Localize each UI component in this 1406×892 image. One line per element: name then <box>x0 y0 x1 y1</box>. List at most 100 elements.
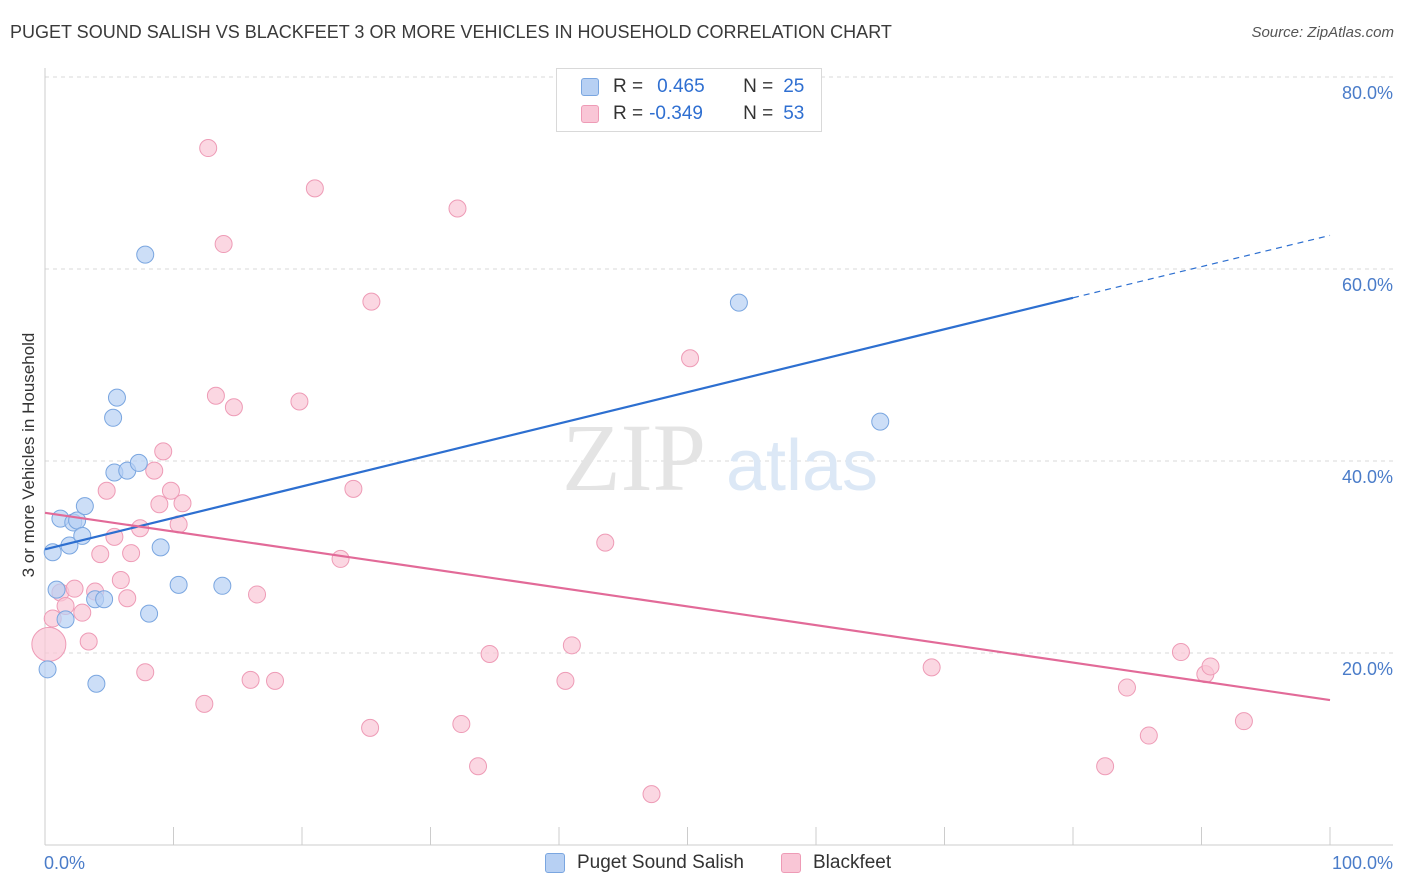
data-point-puget <box>56 610 75 629</box>
data-point-blackfeet <box>31 626 67 662</box>
data-point-blackfeet <box>1096 757 1115 776</box>
legend-n-label: N = <box>743 76 774 97</box>
correlation-legend: R = 0.465 N = 25 R = -0.349 N = 53 <box>556 68 822 132</box>
data-point-puget <box>75 497 94 516</box>
data-point-blackfeet <box>173 494 192 513</box>
watermark-zip: ZIP <box>562 404 706 511</box>
data-point-puget <box>38 660 57 679</box>
legend-swatch-blackfeet <box>581 105 599 123</box>
data-point-puget <box>107 388 126 407</box>
data-point-blackfeet <box>681 349 700 368</box>
legend-n-value: 53 <box>783 103 805 124</box>
data-point-blackfeet <box>362 292 381 311</box>
data-point-blackfeet <box>206 386 225 405</box>
data-point-blackfeet <box>922 658 941 677</box>
data-point-blackfeet <box>1139 726 1158 745</box>
data-point-blackfeet <box>562 636 581 655</box>
chart-title: PUGET SOUND SALISH VS BLACKFEET 3 OR MOR… <box>10 22 892 42</box>
data-point-blackfeet <box>344 479 363 498</box>
trend-line-puget-extension <box>1072 234 1331 299</box>
data-point-puget <box>871 412 890 431</box>
data-point-blackfeet <box>452 715 471 734</box>
trend-line-puget <box>44 296 1074 551</box>
x-tick-label: 100.0% <box>1332 853 1393 873</box>
data-point-blackfeet <box>266 671 285 690</box>
data-point-blackfeet <box>642 785 661 804</box>
gridlines <box>45 76 1393 654</box>
data-point-blackfeet <box>97 481 116 500</box>
legend-swatch-puget <box>581 78 599 96</box>
data-point-blackfeet <box>122 544 141 563</box>
legend-n-label: N = <box>743 103 774 124</box>
legend-r-value: -0.349 <box>649 103 703 124</box>
x-tick-label: 0.0% <box>44 853 85 873</box>
axes <box>44 68 1393 846</box>
data-point-blackfeet <box>248 585 267 604</box>
legend-row-blackfeet: R = -0.349 N = 53 <box>581 102 804 126</box>
data-point-blackfeet <box>150 495 169 514</box>
data-point-puget <box>169 575 188 594</box>
tick-labels: 20.0% 40.0% 60.0% 80.0% 0.0% 100.0% <box>44 83 1393 873</box>
data-point-blackfeet <box>73 603 92 622</box>
legend-item-blackfeet[interactable]: Blackfeet <box>781 852 891 874</box>
data-point-puget <box>95 590 114 609</box>
y-tick-label: 20.0% <box>1342 659 1393 679</box>
legend-r-label: R = <box>613 103 644 124</box>
legend-label-puget: Puget Sound Salish <box>577 852 744 873</box>
legend-r-value: 0.465 <box>657 76 705 97</box>
data-point-blackfeet <box>224 398 243 417</box>
y-tick-label: 80.0% <box>1342 83 1393 103</box>
data-point-puget <box>129 453 148 472</box>
data-point-blackfeet <box>290 392 309 411</box>
data-point-blackfeet <box>65 579 84 598</box>
data-point-blackfeet <box>118 589 137 608</box>
data-point-puget <box>47 580 66 599</box>
series-blackfeet-points <box>31 139 1253 804</box>
data-point-blackfeet <box>469 757 488 776</box>
data-point-blackfeet <box>214 235 233 254</box>
y-tick-label: 40.0% <box>1342 467 1393 487</box>
data-point-puget <box>729 293 748 312</box>
data-point-blackfeet <box>596 533 615 552</box>
data-point-blackfeet <box>195 694 214 713</box>
data-point-puget <box>140 604 159 623</box>
data-point-puget <box>104 408 123 427</box>
data-point-blackfeet <box>154 442 173 461</box>
data-point-blackfeet <box>161 481 180 500</box>
data-point-blackfeet <box>305 179 324 198</box>
legend-row-puget: R = 0.465 N = 25 <box>581 75 804 99</box>
series-puget-points <box>38 245 890 693</box>
data-point-puget <box>213 576 232 595</box>
trend-lines <box>44 234 1331 702</box>
y-tick-label: 60.0% <box>1342 275 1393 295</box>
data-point-blackfeet <box>1117 678 1136 697</box>
data-point-puget <box>87 674 106 693</box>
source-label: Source: ZipAtlas.com <box>1251 24 1394 41</box>
trend-line-blackfeet <box>44 511 1331 702</box>
data-point-blackfeet <box>556 671 575 690</box>
y-axis-label: 3 or more Vehicles in Household <box>19 333 38 578</box>
data-point-blackfeet <box>1171 643 1190 662</box>
data-point-blackfeet <box>91 545 110 564</box>
data-point-puget <box>136 245 155 264</box>
legend-r-label: R = <box>613 76 644 97</box>
data-point-blackfeet <box>199 139 218 158</box>
watermark-atlas: atlas <box>726 426 878 506</box>
series-legend: Puget Sound Salish Blackfeet <box>0 852 1406 878</box>
legend-item-puget[interactable]: Puget Sound Salish <box>545 852 744 874</box>
data-point-blackfeet <box>480 644 499 663</box>
data-point-blackfeet <box>145 461 164 480</box>
data-point-blackfeet <box>1234 712 1253 731</box>
data-point-blackfeet <box>111 571 130 590</box>
data-point-puget <box>151 538 170 557</box>
watermark: ZIP atlas <box>562 404 878 511</box>
data-point-blackfeet <box>331 549 350 568</box>
legend-n-value: 25 <box>783 76 805 97</box>
data-point-blackfeet <box>448 199 467 218</box>
data-point-blackfeet <box>241 670 260 689</box>
data-point-blackfeet <box>361 718 380 737</box>
legend-swatch-blackfeet <box>781 853 801 873</box>
data-point-blackfeet <box>79 632 98 651</box>
legend-swatch-puget <box>545 853 565 873</box>
